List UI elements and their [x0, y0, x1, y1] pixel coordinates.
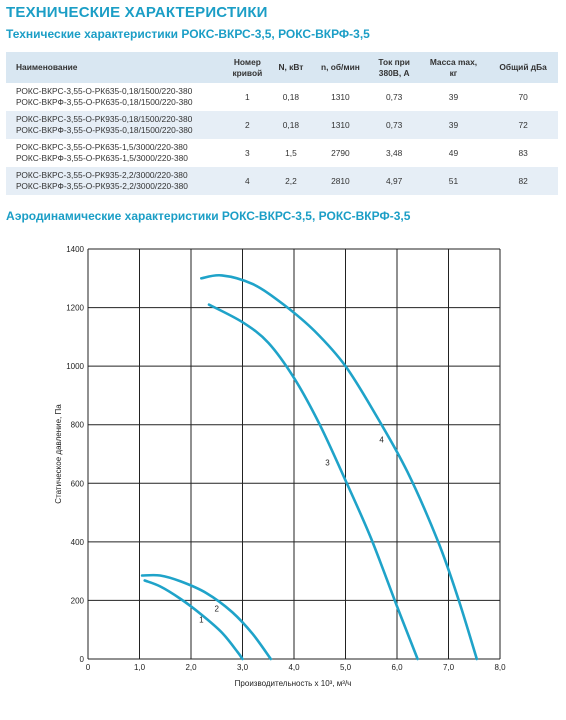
row-mass: 39 [418, 83, 489, 111]
chart-curves [140, 273, 479, 661]
chart-curve-labels: 1 2 3 4 [199, 435, 384, 624]
row-power: 2,2 [270, 167, 312, 195]
row-name-2: РОКС-ВКРФ-3,55-О-РК635-1,5/3000/220-380 [16, 153, 188, 163]
header-mass-line1: Масса max, [429, 56, 478, 67]
header-mass: Масса max, кг [418, 52, 489, 83]
curve-label-1: 1 [199, 615, 204, 624]
y-tick-label: 1000 [66, 362, 84, 371]
row-name-2: РОКС-ВКРФ-3,55-О-РК635-0,18/1500/220-380 [16, 97, 193, 107]
chart-ticks: 0 1,0 2,0 3,0 4,0 5,0 6,0 7,0 8,0 0 200 400 600 800 10… [66, 245, 506, 672]
row-rpm: 2790 [311, 139, 370, 167]
y-tick-label: 400 [71, 538, 85, 547]
table-row: РОКС-ВКРС-3,55-О-РК935-2,2/3000/220-380 … [6, 167, 558, 195]
series-line-2 [140, 573, 273, 661]
x-tick-label: 3,0 [237, 663, 249, 672]
x-tick-label: 5,0 [340, 663, 352, 672]
curve-label-3: 3 [325, 459, 330, 468]
table-title: Технические характеристики РОКС-ВКРС-3,5… [6, 27, 370, 41]
header-current-line2: 380В, А [378, 67, 410, 78]
row-power: 0,18 [270, 83, 312, 111]
y-axis-label: Статическое давление, Па [54, 404, 63, 504]
header-curve-line2: кривой [232, 67, 263, 78]
row-mass: 49 [418, 139, 489, 167]
header-current-line1: Ток при [378, 56, 410, 67]
row-curve: 3 [224, 139, 271, 167]
chart-title: Аэродинамические характеристики РОКС-ВКР… [6, 209, 411, 223]
row-current: 4,97 [369, 167, 419, 195]
row-current: 0,73 [369, 83, 419, 111]
series-line-3 [207, 303, 419, 661]
y-tick-label: 800 [71, 421, 85, 430]
row-name-2: РОКС-ВКРФ-3,55-О-РК935-0,18/1500/220-380 [16, 125, 193, 135]
row-current: 3,48 [369, 139, 419, 167]
specs-table: Наименование Номер кривой N, кВт n, об/м… [6, 52, 558, 195]
y-tick-label: 0 [80, 655, 85, 664]
row-rpm: 1310 [311, 83, 370, 111]
header-power: N, кВт [270, 52, 312, 83]
row-name-cell: РОКС-ВКРС-3,55-О-РК935-2,2/3000/220-380 … [6, 167, 224, 195]
series-line-1 [143, 579, 244, 661]
table-row: РОКС-ВКРС-3,55-О-РК935-0,18/1500/220-380… [6, 111, 558, 139]
header-mass-line2: кг [449, 67, 458, 78]
row-name-1: РОКС-ВКРС-3,55-О-РК935-2,2/3000/220-380 [16, 170, 188, 180]
header-current: Ток при 380В, А [369, 52, 419, 83]
y-tick-label: 200 [71, 596, 85, 605]
row-curve: 4 [224, 167, 271, 195]
row-noise: 70 [488, 83, 558, 111]
row-curve: 1 [224, 83, 271, 111]
row-name-1: РОКС-ВКРС-3,55-О-РК635-1,5/3000/220-380 [16, 142, 188, 152]
table-row: РОКС-ВКРС-3,55-О-РК635-0,18/1500/220-380… [6, 83, 558, 111]
row-mass: 51 [418, 167, 489, 195]
page-title: ТЕХНИЧЕСКИЕ ХАРАКТЕРИСТИКИ [6, 4, 268, 21]
table-row: РОКС-ВКРС-3,55-О-РК635-1,5/3000/220-380 … [6, 139, 558, 167]
row-rpm: 1310 [311, 111, 370, 139]
row-name-2: РОКС-ВКРФ-3,55-О-РК935-2,2/3000/220-380 [16, 181, 188, 191]
header-curve: Номер кривой [224, 52, 271, 83]
curve-label-2: 2 [215, 605, 220, 614]
row-name-cell: РОКС-ВКРС-3,55-О-РК635-1,5/3000/220-380 … [6, 139, 224, 167]
y-tick-label: 1400 [66, 245, 84, 254]
pressure-chart: 0 1,0 2,0 3,0 4,0 5,0 6,0 7,0 8,0 0 200 400 600 800 10… [54, 245, 506, 688]
row-mass: 39 [418, 111, 489, 139]
row-noise: 82 [488, 167, 558, 195]
x-axis-label: Производительность x 10³, м³/ч [235, 679, 352, 688]
header-rpm: n, об/мин [311, 52, 370, 83]
chart-grid [87, 248, 501, 660]
row-noise: 72 [488, 111, 558, 139]
row-noise: 83 [488, 139, 558, 167]
curve-label-4: 4 [379, 435, 384, 444]
row-power: 0,18 [270, 111, 312, 139]
x-tick-label: 2,0 [185, 663, 197, 672]
y-tick-label: 1200 [66, 304, 84, 313]
table-header-row: Наименование Номер кривой N, кВт n, об/м… [6, 52, 558, 83]
x-tick-label: 6,0 [391, 663, 403, 672]
header-noise: Общий дБа [488, 52, 558, 83]
x-tick-label: 8,0 [494, 663, 506, 672]
row-current: 0,73 [369, 111, 419, 139]
row-name-1: РОКС-ВКРС-3,55-О-РК935-0,18/1500/220-380 [16, 114, 193, 124]
x-tick-label: 7,0 [443, 663, 455, 672]
row-name-cell: РОКС-ВКРС-3,55-О-РК935-0,18/1500/220-380… [6, 111, 224, 139]
row-rpm: 2810 [311, 167, 370, 195]
row-curve: 2 [224, 111, 271, 139]
x-tick-label: 4,0 [288, 663, 300, 672]
header-curve-line1: Номер [233, 56, 261, 67]
row-power: 1,5 [270, 139, 312, 167]
header-name: Наименование [6, 52, 224, 83]
series-line-4 [200, 273, 479, 661]
x-tick-label: 1,0 [134, 663, 146, 672]
x-tick-label: 0 [86, 663, 91, 672]
row-name-cell: РОКС-ВКРС-3,55-О-РК635-0,18/1500/220-380… [6, 83, 224, 111]
y-tick-label: 600 [71, 479, 85, 488]
row-name-1: РОКС-ВКРС-3,55-О-РК635-0,18/1500/220-380 [16, 86, 193, 96]
